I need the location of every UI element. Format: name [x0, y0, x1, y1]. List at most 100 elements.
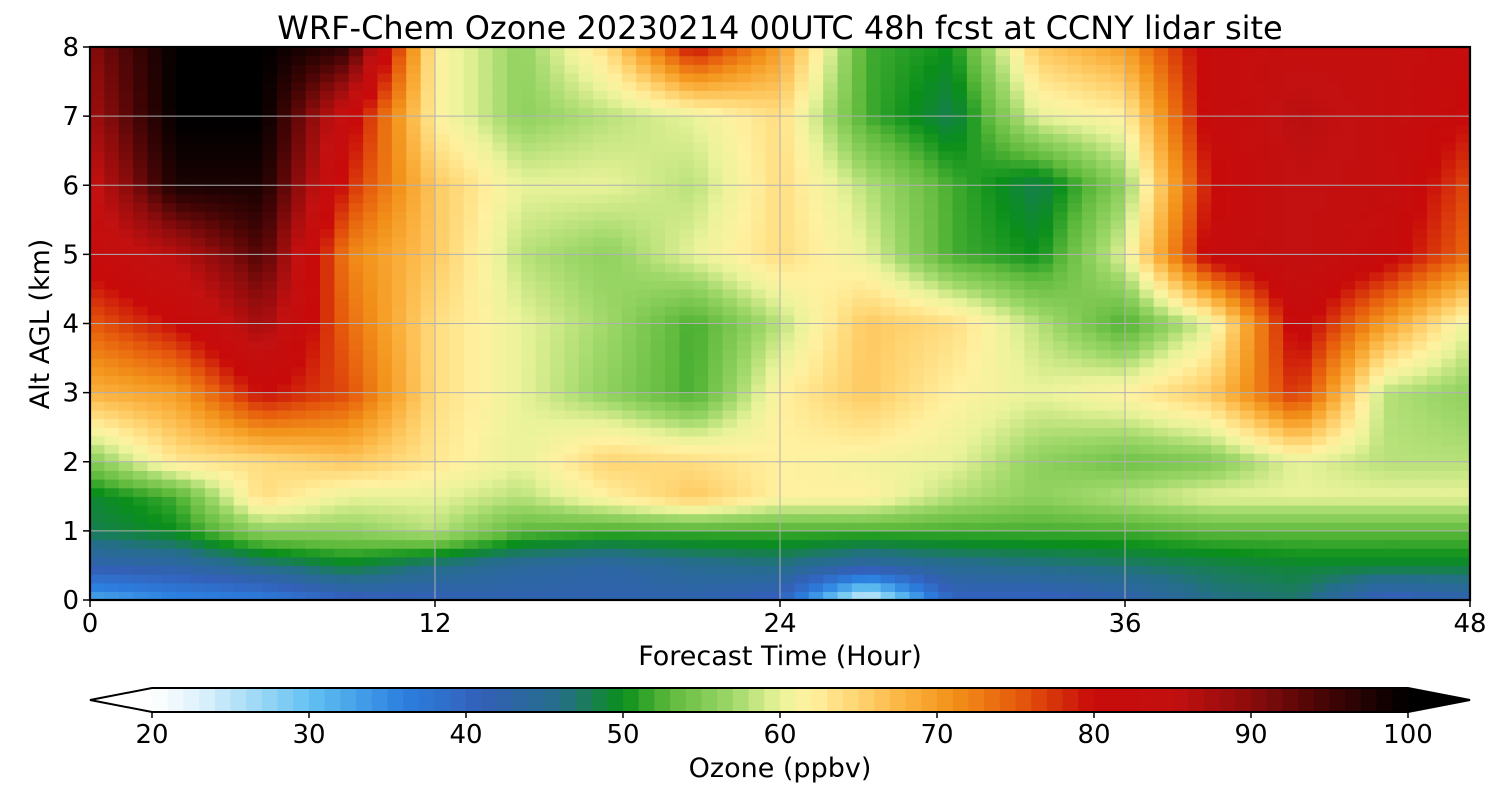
heatmap-cell: [1383, 548, 1399, 558]
heatmap-cell: [650, 271, 666, 281]
heatmap-cell: [133, 522, 149, 532]
heatmap-cell: [363, 504, 379, 515]
heatmap-cell: [866, 245, 882, 255]
heatmap-cell: [650, 565, 666, 575]
heatmap-cell: [1455, 556, 1470, 567]
heatmap-cell: [276, 548, 292, 558]
heatmap-cell: [1355, 366, 1370, 376]
heatmap-cell: [1153, 193, 1169, 204]
heatmap-cell: [550, 427, 565, 437]
heatmap-cell: [636, 176, 652, 186]
heatmap-cell: [176, 280, 192, 290]
heatmap-cell: [1283, 444, 1299, 454]
heatmap-cell: [794, 237, 810, 247]
heatmap-cell: [363, 591, 379, 600]
heatmap-cell: [765, 444, 781, 454]
heatmap-cell: [1254, 254, 1270, 264]
heatmap-cell: [190, 306, 206, 316]
heatmap-cell: [118, 314, 134, 325]
heatmap-cell: [1110, 314, 1126, 325]
heatmap-cell: [90, 254, 105, 264]
heatmap-cell: [1139, 470, 1155, 480]
heatmap-cell: [506, 444, 522, 454]
heatmap-cell: [1168, 228, 1184, 238]
heatmap-cell: [1125, 461, 1140, 471]
heatmap-cell: [736, 159, 752, 169]
heatmap-cell: [895, 358, 910, 368]
heatmap-cell: [506, 401, 522, 411]
heatmap-cell: [233, 176, 249, 186]
heatmap-cell: [1426, 401, 1442, 411]
heatmap-cell: [1053, 479, 1069, 489]
heatmap-cell: [780, 314, 795, 325]
heatmap-cell: [492, 254, 508, 264]
heatmap-cell: [1081, 565, 1097, 575]
heatmap-cell: [118, 470, 134, 480]
heatmap-cell: [1024, 193, 1040, 204]
heatmap-cell: [1168, 435, 1184, 446]
heatmap-cell: [866, 375, 882, 385]
heatmap-cell: [621, 193, 637, 204]
heatmap-cell: [765, 254, 781, 264]
heatmap-cell: [248, 513, 264, 523]
heatmap-cell: [923, 211, 939, 221]
heatmap-cell: [708, 167, 724, 178]
heatmap-cell: [291, 409, 307, 420]
heatmap-cell: [1398, 219, 1414, 230]
heatmap-cell: [1010, 409, 1025, 420]
heatmap-cell: [276, 159, 292, 169]
heatmap-cell: [1225, 582, 1241, 592]
heatmap-cell: [320, 167, 335, 178]
heatmap-cell: [305, 297, 321, 307]
heatmap-cell: [636, 228, 652, 238]
heatmap-cell: [1081, 418, 1097, 428]
heatmap-cell: [90, 444, 105, 454]
heatmap-cell: [866, 263, 882, 273]
heatmap-cell: [650, 444, 666, 454]
heatmap-cell: [1254, 263, 1270, 273]
heatmap-cell: [923, 193, 939, 204]
heatmap-cell: [161, 530, 177, 541]
heatmap-cell: [1067, 306, 1083, 316]
heatmap-cell: [751, 582, 767, 592]
heatmap-cell: [593, 280, 609, 290]
heatmap-cell: [808, 167, 824, 178]
heatmap-cell: [938, 522, 954, 532]
heatmap-cell: [1383, 254, 1399, 264]
heatmap-cell: [391, 323, 407, 333]
heatmap-cell: [880, 159, 896, 169]
heatmap-cell: [1297, 228, 1313, 238]
heatmap-cell: [363, 306, 379, 316]
heatmap-cell: [765, 591, 781, 600]
heatmap-cell: [492, 383, 508, 394]
heatmap-cell: [219, 288, 235, 299]
heatmap-cell: [1311, 245, 1327, 255]
heatmap-cell: [205, 427, 220, 437]
heatmap-cell: [636, 479, 652, 489]
heatmap-cell: [794, 211, 810, 221]
heatmap-cell: [1010, 556, 1025, 567]
heatmap-cell: [981, 479, 997, 489]
heatmap-cell: [1038, 314, 1054, 325]
heatmap-cell: [348, 211, 364, 221]
heatmap-cell: [391, 288, 407, 299]
heatmap-cell: [895, 427, 910, 437]
heatmap-cell: [1182, 340, 1198, 351]
heatmap-cell: [909, 487, 925, 497]
heatmap-cell: [1412, 504, 1428, 515]
heatmap-cell: [478, 496, 494, 506]
heatmap-cell: [104, 392, 120, 402]
heatmap-cell: [118, 574, 134, 584]
heatmap-cell: [1355, 150, 1370, 160]
heatmap-cell: [1038, 254, 1054, 264]
heatmap-cell: [1441, 383, 1457, 394]
heatmap-cell: [435, 375, 450, 385]
heatmap-cell: [291, 297, 307, 307]
heatmap-cell: [607, 349, 623, 359]
heatmap-cell: [147, 280, 163, 290]
heatmap-cell: [1369, 297, 1385, 307]
heatmap-cell: [176, 453, 192, 463]
heatmap-cell: [205, 548, 220, 558]
heatmap-cell: [133, 142, 149, 152]
heatmap-cell: [1240, 193, 1255, 204]
